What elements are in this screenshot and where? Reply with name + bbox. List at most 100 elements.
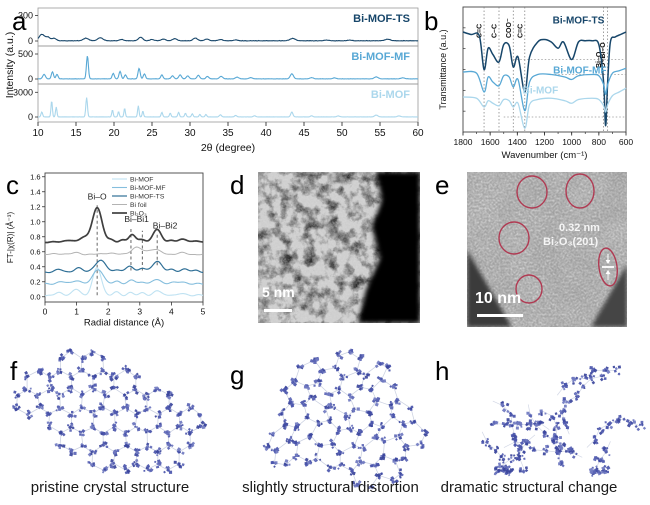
svg-text:1.4: 1.4 bbox=[30, 187, 40, 196]
svg-text:0.0: 0.0 bbox=[30, 292, 40, 301]
svg-text:Bi-MOF-MF: Bi-MOF-MF bbox=[553, 66, 606, 77]
panel-label-h: h bbox=[435, 356, 450, 386]
lattice-circle-3 bbox=[498, 221, 530, 255]
svg-text:0: 0 bbox=[28, 112, 33, 122]
svg-text:35: 35 bbox=[222, 128, 234, 139]
svg-text:3000: 3000 bbox=[13, 87, 33, 97]
svg-text:Bi-MOF: Bi-MOF bbox=[523, 86, 559, 97]
hrtem-image-e: 0.32 nm Bi₂O₃(201) 10 nm bbox=[467, 172, 627, 327]
svg-text:45: 45 bbox=[298, 128, 310, 139]
panel-label-a: a bbox=[12, 6, 27, 36]
panel-label-c: c bbox=[6, 170, 19, 200]
panel-label-e: e bbox=[435, 170, 450, 200]
scale-bar-label-e: 10 nm bbox=[475, 290, 522, 307]
svg-text:Bi foil: Bi foil bbox=[130, 202, 147, 209]
svg-text:Bi-MOF: Bi-MOF bbox=[371, 89, 410, 101]
svg-text:0: 0 bbox=[43, 307, 48, 317]
svg-text:20: 20 bbox=[108, 128, 120, 139]
svg-text:30: 30 bbox=[184, 128, 196, 139]
svg-text:0.2: 0.2 bbox=[30, 277, 40, 286]
svg-text:25: 25 bbox=[146, 128, 158, 139]
crystal-structure-h bbox=[481, 365, 647, 478]
scale-bar-label-d: 5 nm bbox=[262, 284, 295, 300]
panel-label-d: d bbox=[230, 170, 245, 200]
svg-text:3: 3 bbox=[137, 307, 142, 317]
crystal-structure-f bbox=[11, 348, 208, 475]
panel-label-b: b bbox=[424, 6, 439, 36]
svg-text:FT-|χ(R)| (Å⁻³): FT-|χ(R)| (Å⁻³) bbox=[6, 212, 15, 264]
svg-text:Wavenumber (cm⁻¹): Wavenumber (cm⁻¹) bbox=[502, 150, 588, 161]
svg-text:1600: 1600 bbox=[481, 137, 500, 147]
svg-text:Bi–Bi1: Bi–Bi1 bbox=[124, 214, 149, 224]
svg-text:1.6: 1.6 bbox=[30, 172, 40, 181]
svg-text:Bi-MOF-TS: Bi-MOF-TS bbox=[353, 13, 410, 25]
svg-text:55: 55 bbox=[374, 128, 386, 139]
exafs-chart: 0.0 0.2 0.4 0.6 0.8 1.0 1.2 1.4 1.6 0 1 2 3 4 5 Radial … bbox=[6, 172, 206, 329]
svg-text:1.2: 1.2 bbox=[30, 202, 40, 211]
svg-text:0.6: 0.6 bbox=[30, 247, 40, 256]
svg-text:C=C: C=C bbox=[517, 24, 524, 38]
tem-e-dark-corner-left bbox=[467, 250, 512, 327]
lattice-circle-5 bbox=[598, 247, 618, 287]
lattice-spacing-marker bbox=[602, 254, 614, 280]
svg-text:5: 5 bbox=[201, 307, 206, 317]
svg-text:Bi-MOF: Bi-MOF bbox=[130, 177, 153, 184]
svg-text:1400: 1400 bbox=[508, 137, 527, 147]
svg-text:O–Bi–O: O–Bi–O bbox=[600, 42, 607, 68]
svg-text:500: 500 bbox=[18, 49, 33, 59]
svg-text:Bi-MOF-MF: Bi-MOF-MF bbox=[130, 185, 166, 192]
svg-text:Bi–Bi2: Bi–Bi2 bbox=[153, 221, 178, 231]
svg-text:15: 15 bbox=[70, 128, 82, 139]
crystal-structure-g bbox=[262, 348, 430, 490]
caption-g: slightly structural distortion bbox=[242, 479, 419, 496]
svg-text:0.8: 0.8 bbox=[30, 232, 40, 241]
svg-text:COO⁻: COO⁻ bbox=[506, 18, 513, 38]
svg-text:40: 40 bbox=[260, 128, 272, 139]
svg-text:2θ (degree): 2θ (degree) bbox=[201, 142, 255, 154]
lattice-circle-2 bbox=[565, 173, 595, 209]
svg-text:600: 600 bbox=[619, 137, 633, 147]
scale-bar-e bbox=[477, 314, 523, 317]
svg-text:1200: 1200 bbox=[535, 137, 554, 147]
svg-text:Bi–O: Bi–O bbox=[596, 51, 603, 68]
svg-text:1800: 1800 bbox=[454, 137, 473, 147]
svg-text:60: 60 bbox=[412, 128, 424, 139]
svg-text:0.4: 0.4 bbox=[30, 262, 40, 271]
tem-image-d: 5 nm bbox=[258, 172, 420, 323]
svg-text:Bi-MOF-MF: Bi-MOF-MF bbox=[351, 51, 410, 63]
svg-text:10: 10 bbox=[32, 128, 44, 139]
svg-text:4: 4 bbox=[169, 307, 174, 317]
svg-text:Bi-MOF-TS: Bi-MOF-TS bbox=[130, 194, 165, 201]
svg-text:50: 50 bbox=[336, 128, 348, 139]
tem-e-dark-corner-right bbox=[591, 264, 627, 327]
svg-text:0: 0 bbox=[28, 74, 33, 84]
tem-d-vacuum-region bbox=[358, 172, 420, 323]
scale-bar-d bbox=[264, 309, 292, 312]
caption-h: dramatic structural change bbox=[440, 479, 618, 496]
lattice-circle-1 bbox=[516, 175, 548, 209]
svg-text:300: 300 bbox=[18, 11, 33, 21]
svg-text:1: 1 bbox=[74, 307, 79, 317]
svg-text:Bi-MOF-TS: Bi-MOF-TS bbox=[553, 16, 605, 27]
svg-text:800: 800 bbox=[592, 137, 606, 147]
panel-label-g: g bbox=[230, 360, 245, 390]
svg-text:1000: 1000 bbox=[562, 137, 581, 147]
panel-label-f: f bbox=[10, 356, 18, 386]
svg-text:Bi₂O₃: Bi₂O₃ bbox=[130, 211, 147, 218]
svg-text:C–C: C–C bbox=[491, 24, 498, 38]
svg-text:Radial distance (Å): Radial distance (Å) bbox=[84, 318, 164, 329]
ftir-chart: C=C C–C COO⁻ C=C Bi–OO–Bi–O Bi-MOF-TS Bi-MOF-M… bbox=[438, 6, 633, 161]
caption-f: pristine crystal structure bbox=[30, 479, 190, 496]
svg-text:2: 2 bbox=[106, 307, 111, 317]
svg-text:0: 0 bbox=[28, 36, 33, 46]
svg-text:Bi–O: Bi–O bbox=[88, 191, 107, 201]
lattice-circle-4 bbox=[515, 274, 543, 304]
svg-text:Intensity (a.u.): Intensity (a.u.) bbox=[4, 32, 16, 99]
lattice-plane-label: Bi₂O₃(201) bbox=[543, 236, 599, 248]
svg-text:Transmittance (a.u.): Transmittance (a.u.) bbox=[438, 29, 448, 109]
svg-text:1.0: 1.0 bbox=[30, 217, 40, 226]
svg-text:C=C: C=C bbox=[477, 24, 484, 38]
lattice-spacing-label: 0.32 nm bbox=[559, 222, 600, 234]
